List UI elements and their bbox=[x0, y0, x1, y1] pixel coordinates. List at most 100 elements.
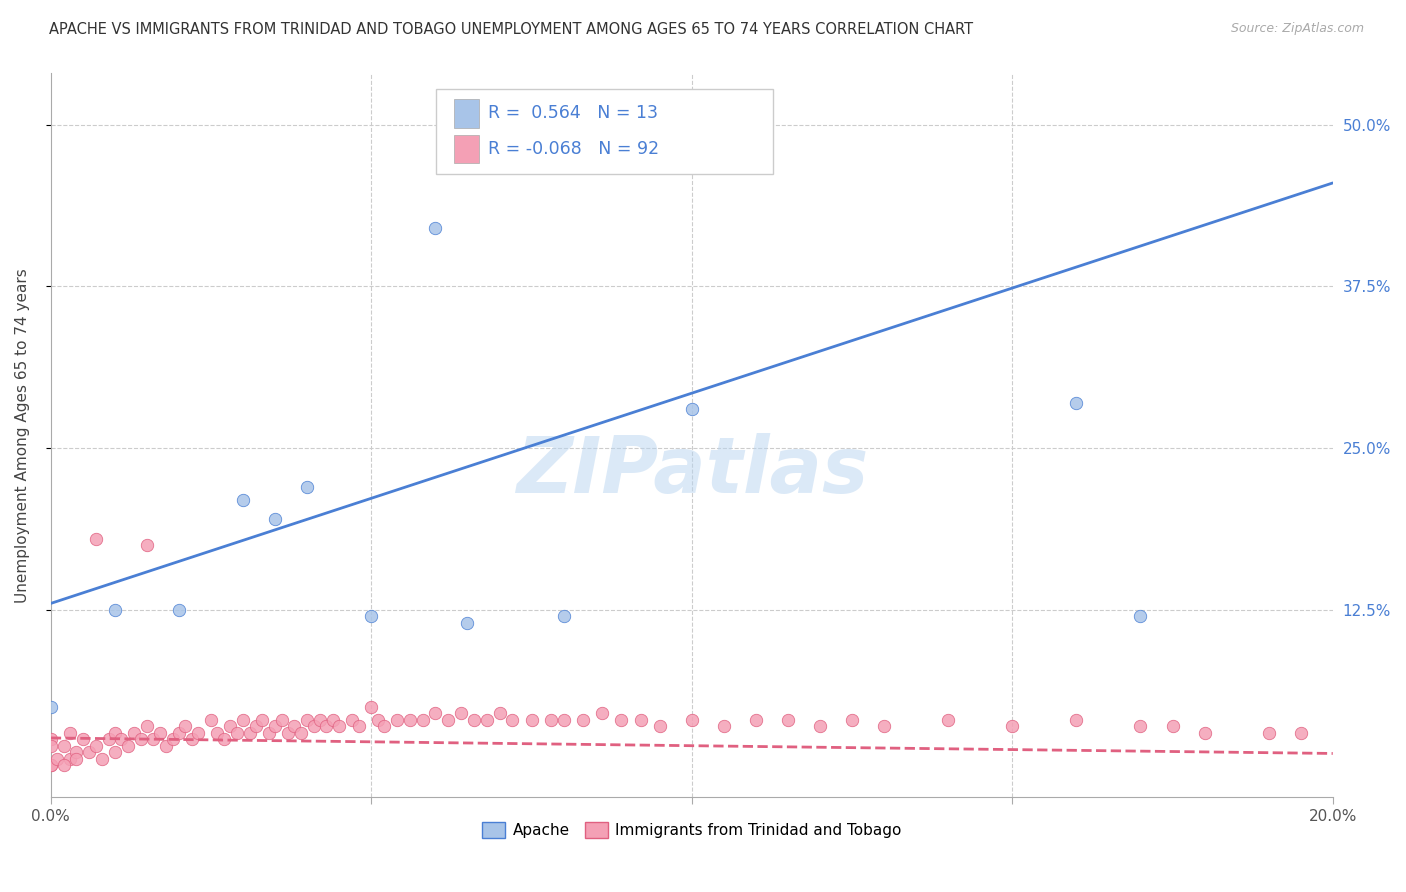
Point bbox=[553, 713, 575, 727]
Text: ZIPatlas: ZIPatlas bbox=[516, 434, 868, 509]
Point bbox=[553, 609, 575, 624]
Point bbox=[162, 732, 184, 747]
Point bbox=[52, 758, 75, 772]
Point bbox=[841, 713, 863, 727]
Point bbox=[681, 713, 703, 727]
Point bbox=[52, 739, 75, 753]
Point bbox=[264, 719, 287, 733]
Point bbox=[65, 745, 87, 759]
Point bbox=[207, 725, 229, 739]
Point bbox=[398, 713, 420, 727]
Point bbox=[117, 739, 139, 753]
Point bbox=[59, 725, 82, 739]
Point bbox=[149, 725, 172, 739]
Point bbox=[456, 615, 478, 630]
Point bbox=[136, 719, 159, 733]
Point bbox=[277, 725, 299, 739]
Point bbox=[59, 751, 82, 765]
Point bbox=[808, 719, 831, 733]
Point bbox=[39, 758, 62, 772]
Point bbox=[129, 732, 152, 747]
Point bbox=[572, 713, 595, 727]
Text: R = -0.068   N = 92: R = -0.068 N = 92 bbox=[488, 140, 659, 158]
Point bbox=[520, 713, 543, 727]
Point bbox=[1257, 725, 1279, 739]
Point bbox=[475, 713, 498, 727]
Point bbox=[257, 725, 280, 739]
Point bbox=[412, 713, 434, 727]
Point bbox=[1289, 725, 1312, 739]
Text: R =  0.564   N = 13: R = 0.564 N = 13 bbox=[488, 104, 658, 122]
Point bbox=[373, 719, 395, 733]
Point bbox=[648, 719, 671, 733]
Point bbox=[425, 221, 447, 235]
Point bbox=[776, 713, 799, 727]
Text: APACHE VS IMMIGRANTS FROM TRINIDAD AND TOBAGO UNEMPLOYMENT AMONG AGES 65 TO 74 Y: APACHE VS IMMIGRANTS FROM TRINIDAD AND T… bbox=[49, 22, 973, 37]
Point bbox=[681, 402, 703, 417]
Point bbox=[219, 719, 242, 733]
Point bbox=[142, 732, 165, 747]
Point bbox=[610, 713, 633, 727]
Point bbox=[187, 725, 209, 739]
Point bbox=[79, 745, 101, 759]
Point bbox=[315, 719, 337, 733]
Point bbox=[39, 732, 62, 747]
Point bbox=[1129, 609, 1152, 624]
Point bbox=[340, 713, 363, 727]
Point bbox=[155, 739, 177, 753]
Point bbox=[39, 739, 62, 753]
Point bbox=[385, 713, 408, 727]
Point bbox=[122, 725, 145, 739]
Point bbox=[104, 725, 127, 739]
Point bbox=[238, 725, 260, 739]
Point bbox=[39, 699, 62, 714]
Point bbox=[328, 719, 350, 733]
Point bbox=[39, 758, 62, 772]
Point bbox=[540, 713, 562, 727]
Point bbox=[180, 732, 202, 747]
Point bbox=[309, 713, 332, 727]
Point bbox=[104, 603, 127, 617]
Point bbox=[252, 713, 274, 727]
Point bbox=[245, 719, 267, 733]
Point bbox=[200, 713, 222, 727]
Point bbox=[302, 719, 325, 733]
Point bbox=[232, 492, 254, 507]
Point bbox=[347, 719, 370, 733]
Point bbox=[46, 751, 69, 765]
Point bbox=[1129, 719, 1152, 733]
Legend: Apache, Immigrants from Trinidad and Tobago: Apache, Immigrants from Trinidad and Tob… bbox=[475, 816, 908, 844]
Point bbox=[225, 725, 247, 739]
Point bbox=[360, 699, 382, 714]
Point bbox=[232, 713, 254, 727]
Point bbox=[104, 745, 127, 759]
Point bbox=[264, 512, 287, 526]
Point bbox=[936, 713, 959, 727]
Point bbox=[1001, 719, 1024, 733]
Point bbox=[97, 732, 120, 747]
Point bbox=[270, 713, 292, 727]
Point bbox=[65, 751, 87, 765]
Point bbox=[136, 538, 159, 552]
Point bbox=[450, 706, 472, 721]
Text: Source: ZipAtlas.com: Source: ZipAtlas.com bbox=[1230, 22, 1364, 36]
Point bbox=[488, 706, 510, 721]
Point bbox=[212, 732, 235, 747]
Point bbox=[1066, 396, 1088, 410]
Point bbox=[873, 719, 896, 733]
Point bbox=[290, 725, 312, 739]
Y-axis label: Unemployment Among Ages 65 to 74 years: Unemployment Among Ages 65 to 74 years bbox=[15, 268, 30, 603]
Point bbox=[84, 739, 107, 753]
Point bbox=[297, 480, 319, 494]
Point bbox=[591, 706, 613, 721]
Point bbox=[463, 713, 485, 727]
Point bbox=[437, 713, 460, 727]
Point bbox=[360, 609, 382, 624]
Point bbox=[1194, 725, 1216, 739]
Point bbox=[322, 713, 344, 727]
Point bbox=[713, 719, 735, 733]
Point bbox=[297, 713, 319, 727]
Point bbox=[110, 732, 132, 747]
Point bbox=[630, 713, 652, 727]
Point bbox=[1161, 719, 1184, 733]
